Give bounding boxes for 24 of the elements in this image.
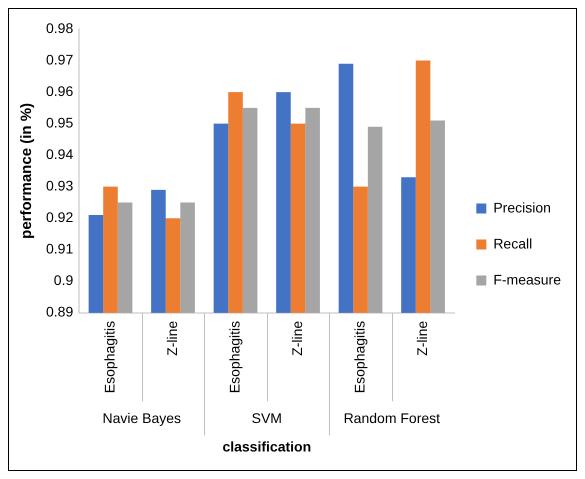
y-tick-label: 0.94 [46, 146, 74, 162]
y-tick-label: 0.9 [54, 272, 74, 288]
legend-label: F-measure [493, 271, 562, 288]
y-tick-label: 0.95 [46, 114, 74, 130]
text: Random Forest [344, 410, 440, 426]
y-tick-label: 0.89 [46, 304, 74, 320]
text: SVM [252, 410, 282, 426]
legend-label: Precision [493, 199, 551, 216]
y-tick-label: 0.93 [46, 178, 74, 194]
y-tick-label: 0.98 [46, 20, 74, 36]
y-tick-label: 0.92 [46, 209, 74, 226]
x-tick-label: Esophagitis [101, 320, 118, 394]
y-axis-title: performance (in %) [18, 102, 36, 239]
x-axis-title: classification [222, 438, 312, 454]
x-tick-label: Z-line [164, 320, 180, 356]
text: Navie Bayes [102, 410, 182, 426]
y-tick-label: 0.96 [46, 82, 74, 99]
y-tick-label: 0.91 [46, 240, 74, 257]
x-tick-label: Esophagitis [351, 320, 368, 394]
x-tick-label: Z-line [414, 320, 430, 356]
x-tick-label: Z-line [288, 320, 305, 356]
y-tick-label: 0.97 [46, 51, 74, 68]
x-tick-label: Esophagitis [226, 320, 242, 394]
legend-label: Recall [493, 235, 532, 252]
